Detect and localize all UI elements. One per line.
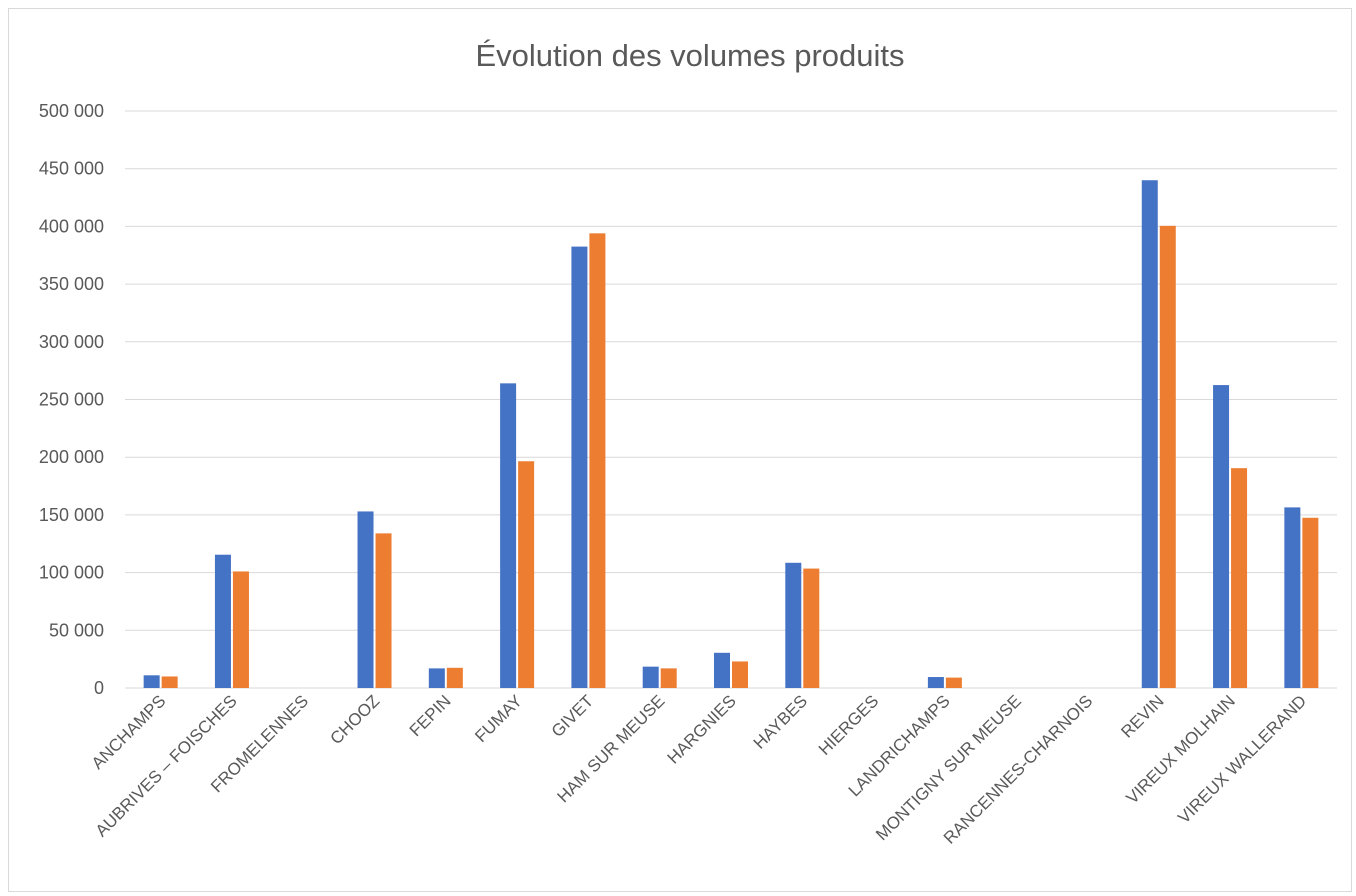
bar-series-2 — [589, 233, 606, 688]
bar-series-1 — [214, 554, 231, 688]
x-tick-label: MONTIGNY SUR MEUSE — [872, 691, 1025, 844]
bar-series-2 — [1159, 225, 1176, 688]
y-tick-label: 0 — [94, 678, 104, 698]
y-tick-label: 500 000 — [39, 101, 104, 121]
bar-series-2 — [660, 668, 677, 688]
bar-series-2 — [732, 661, 748, 688]
x-tick-label: CHOOZ — [327, 691, 384, 748]
x-tick-label: GIVET — [548, 691, 598, 741]
bar-series-1 — [571, 246, 588, 688]
bar-series-1 — [1284, 507, 1301, 688]
bar-series-1 — [143, 675, 160, 688]
bar-series-2 — [945, 677, 962, 688]
x-tick-label: REVIN — [1117, 691, 1167, 741]
chart-area — [8, 8, 1352, 892]
bar-series-1 — [428, 668, 445, 688]
bar-series-1 — [1141, 180, 1158, 689]
x-tick-label: FEPIN — [406, 691, 455, 740]
y-tick-label: 450 000 — [39, 159, 104, 179]
bar-series-2 — [518, 461, 535, 688]
bar-series-1 — [357, 511, 374, 688]
y-tick-label: 250 000 — [39, 390, 104, 410]
bar-series-2 — [232, 571, 249, 688]
y-tick-label: 150 000 — [39, 505, 104, 525]
bar-series-2 — [1231, 468, 1248, 688]
x-tick-label: RANCENNES-CHARNOIS — [940, 691, 1096, 847]
chart-title: Évolution des volumes produits — [475, 38, 905, 73]
bar-series-1 — [500, 383, 517, 688]
y-tick-label: 400 000 — [39, 216, 104, 236]
bar-series-2 — [161, 676, 178, 688]
y-tick-label: 350 000 — [39, 274, 104, 294]
x-tick-label: HARGNIES — [664, 691, 740, 767]
y-tick-label: 50 000 — [49, 620, 104, 640]
bar-series-2 — [446, 667, 463, 688]
bar-series-1 — [785, 562, 802, 688]
x-tick-label: VIREUX WALLERAND — [1174, 691, 1310, 827]
y-tick-label: 200 000 — [39, 447, 104, 467]
y-tick-label: 300 000 — [39, 332, 104, 352]
x-tick-label: HIERGES — [815, 691, 883, 759]
bar-series-1 — [1213, 385, 1230, 688]
bar-series-2 — [375, 533, 392, 688]
y-tick-label: 100 000 — [39, 563, 104, 583]
x-tick-label: AUBRIVES – FOISCHES — [92, 691, 241, 840]
bar-series-1 — [927, 677, 944, 688]
bar-series-2 — [1302, 517, 1319, 688]
x-tick-label: HAYBES — [750, 691, 811, 752]
bar-series-1 — [642, 666, 659, 688]
bar-series-1 — [714, 652, 730, 688]
x-tick-label: FUMAY — [471, 691, 526, 746]
bar-series-2 — [803, 568, 820, 688]
